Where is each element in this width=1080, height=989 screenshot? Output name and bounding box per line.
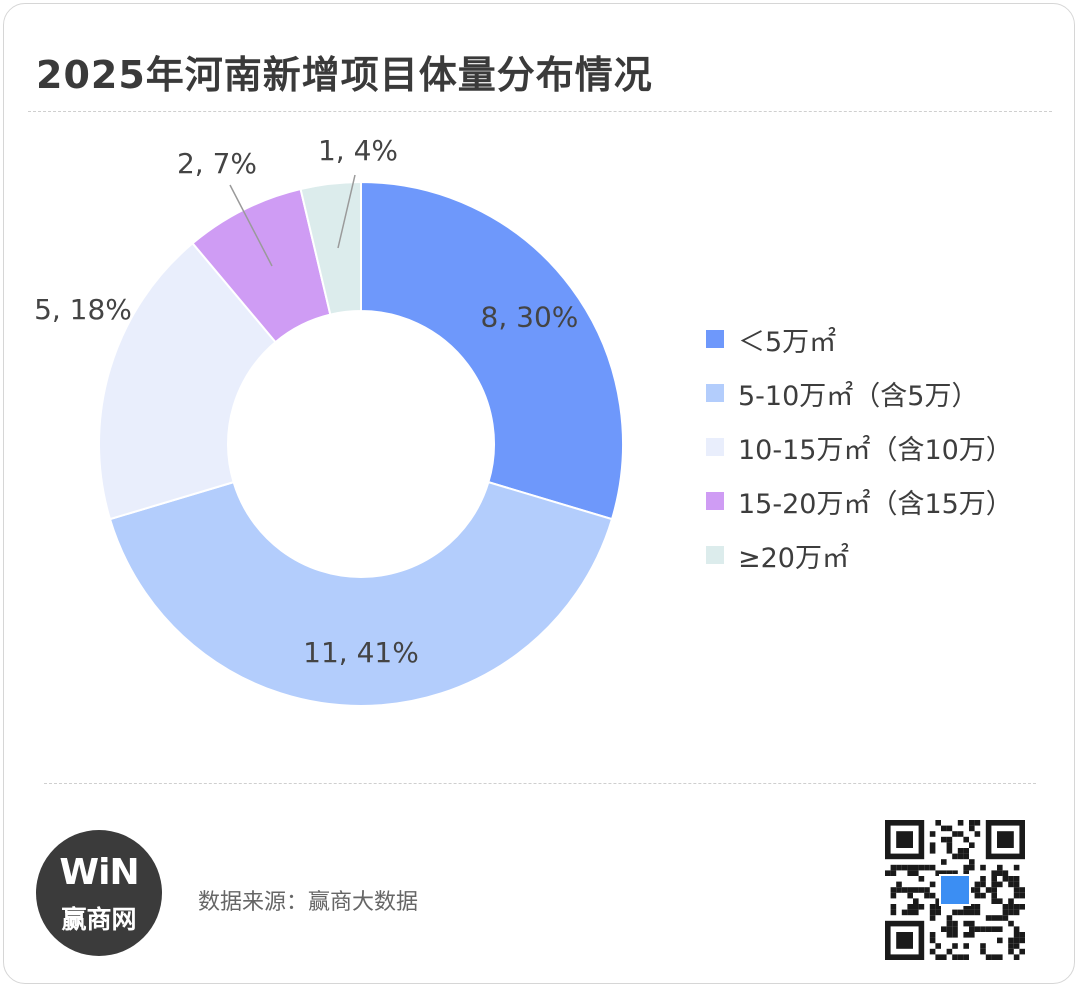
qr-code-icon <box>885 820 1025 960</box>
legend-item: 15-20万㎡（含15万） <box>706 474 1013 528</box>
logo-mark: WiN <box>59 852 139 893</box>
data-source: 数据来源：赢商大数据 <box>198 890 419 915</box>
legend-label: ＜5万㎡ <box>738 326 837 358</box>
winshang-logo: WiN 赢商网 <box>36 830 162 956</box>
legend-label: 5-10万㎡（含5万） <box>738 380 979 412</box>
data-label: 2, 7% <box>177 147 257 180</box>
pie-slice <box>98 241 277 521</box>
legend-item: ＜5万㎡ <box>706 312 1013 366</box>
pie-slice <box>108 480 614 707</box>
data-label: 8, 30% <box>481 301 579 334</box>
leader-line <box>229 184 273 267</box>
data-label: 11, 41% <box>303 636 419 669</box>
pie-slice <box>360 180 624 521</box>
legend-swatch <box>706 438 724 456</box>
data-label: 1, 4% <box>318 134 398 167</box>
top-divider <box>28 111 1052 112</box>
legend-swatch <box>706 330 724 348</box>
legend-item: ≥20万㎡ <box>706 528 1013 582</box>
donut-chart: 8, 30% 11, 41% 5, 18% 2, 7% 1, 4% <box>34 134 624 707</box>
legend-label: 15-20万㎡（含15万） <box>738 488 1013 520</box>
legend-item: 10-15万㎡（含10万） <box>706 420 1013 474</box>
bottom-divider <box>44 783 1036 784</box>
data-label: 5, 18% <box>34 293 132 326</box>
legend-swatch <box>706 546 724 564</box>
chart-legend: ＜5万㎡ 5-10万㎡（含5万） 10-15万㎡（含10万） 15-20万㎡（含15万… <box>706 312 1013 582</box>
leader-line <box>337 174 356 249</box>
legend-swatch <box>706 384 724 402</box>
legend-label: ≥20万㎡ <box>738 542 849 574</box>
legend-item: 5-10万㎡（含5万） <box>706 366 1013 420</box>
chart-title: 2025年河南新增项目体量分布情况 <box>36 53 653 97</box>
logo-text: 赢商网 <box>61 905 137 934</box>
legend-swatch <box>706 492 724 510</box>
legend-label: 10-15万㎡（含10万） <box>738 434 1013 466</box>
